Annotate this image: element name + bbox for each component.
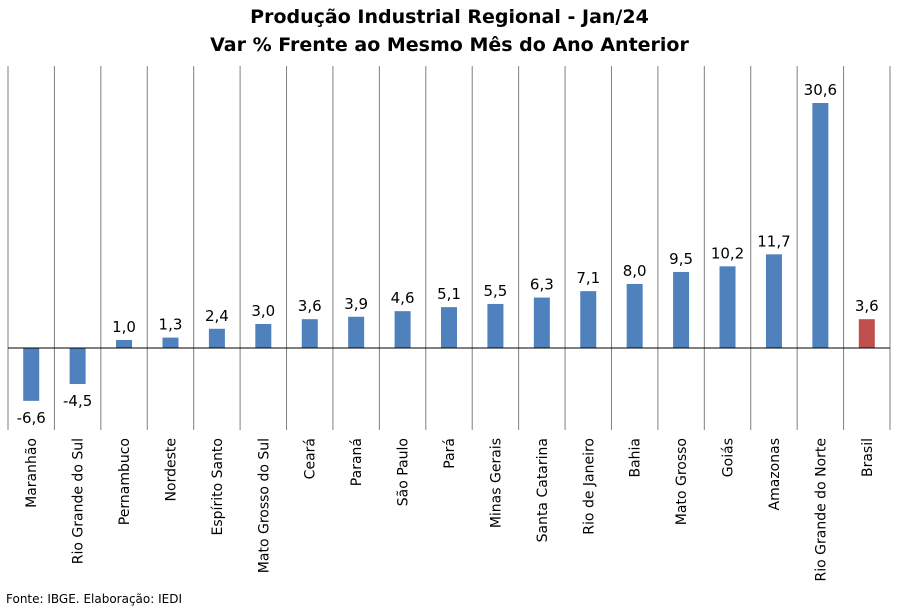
category-label-14: Mato Grosso <box>674 438 690 525</box>
value-label-14: 9,5 <box>669 250 693 268</box>
category-label-10: Minas Gerais <box>488 438 504 528</box>
value-label-4: 2,4 <box>205 307 229 325</box>
category-label-7: Paraná <box>349 438 365 486</box>
value-label-17: 30,6 <box>804 81 837 99</box>
value-label-5: 3,0 <box>251 302 275 320</box>
bar-2 <box>116 339 133 348</box>
bar-18 <box>858 319 875 348</box>
category-label-11: Santa Catarina <box>535 438 551 542</box>
value-label-0: -6,6 <box>17 409 46 427</box>
category-label-0: Maranhão <box>24 438 40 508</box>
bar-3 <box>162 337 179 348</box>
value-label-7: 3,9 <box>344 295 368 313</box>
value-label-18: 3,6 <box>855 297 879 315</box>
bar-0 <box>23 348 40 401</box>
bar-9 <box>441 307 457 348</box>
category-label-16: Amazonas <box>767 438 783 510</box>
bar-11 <box>533 297 550 348</box>
bar-10 <box>487 303 504 348</box>
category-label-9: Pará <box>442 438 458 469</box>
bar-15 <box>719 266 736 348</box>
value-label-2: 1,0 <box>112 318 136 336</box>
bar-6 <box>301 319 318 348</box>
bar-16 <box>765 254 782 348</box>
bar-17 <box>812 103 829 348</box>
category-label-8: São Paulo <box>396 438 412 506</box>
bar-12 <box>580 291 597 348</box>
bar-8 <box>394 311 411 348</box>
value-label-8: 4,6 <box>391 289 415 307</box>
value-label-9: 5,1 <box>437 285 461 303</box>
source-note: Fonte: IBGE. Elaboração: IEDI <box>6 592 183 606</box>
chart-subtitle: Var % Frente ao Mesmo Mês do Ano Anterio… <box>210 34 689 56</box>
bar-7 <box>348 316 365 348</box>
value-label-16: 11,7 <box>757 232 790 250</box>
chart-title: Produção Industrial Regional - Jan/24 <box>250 6 649 28</box>
value-label-15: 10,2 <box>711 244 744 262</box>
bar-13 <box>626 283 643 348</box>
category-label-1: Rio Grande do Sul <box>71 438 87 564</box>
category-label-4: Espírito Santo <box>210 438 226 535</box>
value-label-1: -4,5 <box>63 392 92 410</box>
category-label-15: Goiás <box>721 438 737 477</box>
value-label-12: 7,1 <box>576 269 600 287</box>
bar-4 <box>208 328 225 348</box>
bar-1 <box>69 348 86 385</box>
category-label-5: Mato Grosso do Sul <box>256 438 272 573</box>
value-label-3: 1,3 <box>159 316 183 334</box>
category-label-12: Rio de Janeiro <box>581 438 597 535</box>
value-label-6: 3,6 <box>298 297 322 315</box>
category-label-6: Ceará <box>303 438 319 479</box>
bar-14 <box>673 271 690 348</box>
value-label-13: 8,0 <box>623 262 647 280</box>
category-label-3: Nordeste <box>163 438 179 501</box>
category-label-17: Rio Grande do Norte <box>813 438 829 581</box>
value-label-10: 5,5 <box>483 282 507 300</box>
value-label-11: 6,3 <box>530 276 554 294</box>
bar-5 <box>255 323 272 348</box>
category-label-18: Brasil <box>860 438 876 477</box>
category-label-2: Pernambuco <box>117 438 133 525</box>
category-label-13: Bahia <box>628 438 644 478</box>
